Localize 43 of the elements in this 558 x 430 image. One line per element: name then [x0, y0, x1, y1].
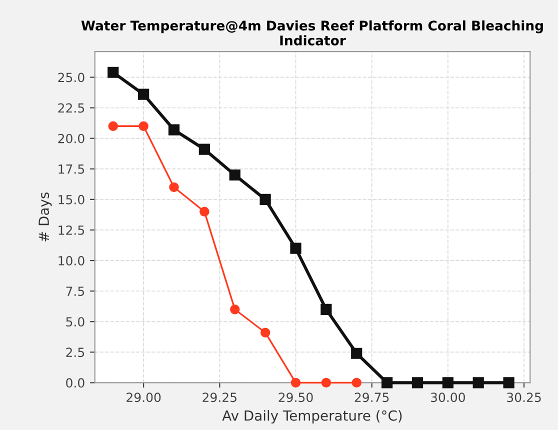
point — [320, 304, 332, 315]
point — [229, 169, 240, 181]
point — [321, 378, 332, 388]
y-tick-label: 10.0 — [58, 256, 84, 266]
y-tick-label: 22.5 — [58, 103, 84, 113]
y-tick-label: 7.5 — [66, 286, 84, 296]
point — [108, 66, 119, 78]
point — [260, 328, 270, 338]
x-tick-label: 29.75 — [354, 392, 389, 402]
x-tick-label: 29.25 — [202, 392, 236, 402]
x-tick-label: 30.00 — [430, 392, 465, 402]
point — [351, 348, 362, 359]
point — [442, 377, 454, 388]
y-tick-label: 20.0 — [58, 134, 84, 144]
point — [108, 121, 118, 131]
y-tick-label: 5.0 — [66, 317, 84, 327]
point — [138, 88, 150, 100]
point — [352, 378, 362, 388]
point — [168, 124, 180, 136]
y-tick-label: 0.0 — [66, 378, 84, 388]
chart-title: Water Temperature@4m Davies Reef Platform Coral Bleaching Indicator — [81, 20, 543, 46]
y-tick-label: 2.5 — [66, 348, 84, 358]
x-tick-label: 30.25 — [507, 392, 541, 402]
point — [138, 121, 148, 131]
point — [169, 182, 179, 192]
y-tick-label: 12.5 — [58, 225, 84, 235]
point — [412, 377, 424, 388]
point — [290, 378, 301, 388]
y-axis-title: # Days — [38, 192, 52, 242]
x-axis-title: Av Daily Temperature (°C) — [222, 410, 402, 424]
point — [200, 206, 210, 217]
point — [503, 377, 514, 388]
y-tick-label: 15.0 — [58, 194, 84, 204]
point — [472, 377, 484, 388]
point — [381, 377, 393, 388]
point — [290, 242, 302, 254]
y-tick-label: 25.0 — [58, 72, 84, 82]
point — [198, 144, 210, 155]
y-tick-label: 17.5 — [58, 164, 84, 174]
x-tick-label: 29.50 — [278, 392, 313, 402]
point — [230, 304, 240, 314]
point — [260, 194, 271, 205]
x-tick-label: 29.00 — [126, 392, 161, 402]
